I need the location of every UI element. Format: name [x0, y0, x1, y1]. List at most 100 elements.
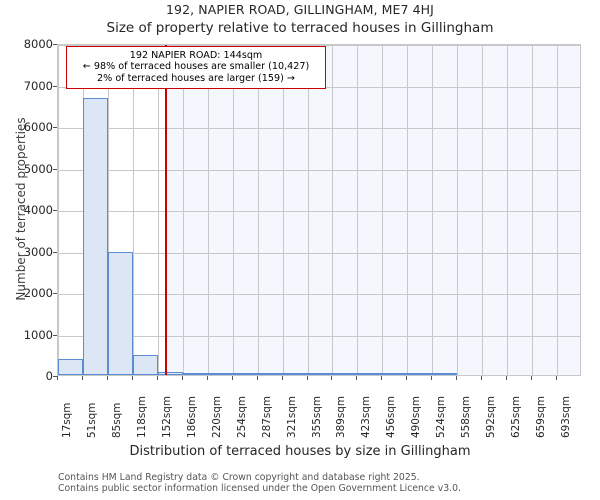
- y-axis-title: Number of terraced properties: [14, 117, 28, 301]
- y-axis-tick-mark: [53, 251, 57, 253]
- x-axis-tick-mark: [231, 376, 233, 380]
- y-axis-tick-label: 8000: [23, 37, 53, 51]
- x-axis-tick-mark: [256, 376, 258, 380]
- x-axis-tick-mark: [556, 376, 558, 380]
- x-axis-tick-mark: [531, 376, 533, 380]
- x-axis-tick-mark: [481, 376, 483, 380]
- x-axis-tick-label: 321sqm: [285, 396, 298, 438]
- x-axis-tick-label: 693sqm: [560, 396, 573, 438]
- histogram-bar: [82, 98, 108, 375]
- x-axis-tick-label: 85sqm: [110, 402, 123, 438]
- x-axis-tick-label: 625sqm: [510, 396, 523, 438]
- y-axis-tick-label: 0: [45, 369, 53, 383]
- histogram-bar: [407, 373, 433, 375]
- gridline-vertical: [357, 45, 359, 375]
- x-axis-tick-mark: [131, 376, 133, 380]
- y-axis-tick-mark: [53, 210, 57, 211]
- larger-properties-shading: [164, 45, 580, 375]
- y-axis-tick-mark: [53, 334, 57, 336]
- histogram-bar: [307, 373, 333, 375]
- gridline-vertical: [332, 45, 334, 375]
- x-axis-tick-mark: [306, 376, 308, 380]
- histogram-bar: [58, 359, 83, 375]
- histogram-bar: [207, 373, 233, 375]
- histogram-bar: [132, 355, 158, 375]
- gridline-horizontal: [58, 294, 580, 295]
- gridline-vertical: [182, 45, 184, 375]
- annotation-line-1: 192 NAPIER ROAD: 144sqm: [129, 50, 263, 61]
- histogram-bar: [107, 251, 133, 375]
- x-axis-tick-mark: [456, 376, 458, 380]
- gridline-vertical: [257, 45, 259, 375]
- y-axis-tick-label: 2000: [23, 286, 53, 300]
- x-axis-tick-mark: [356, 376, 358, 380]
- gridline-vertical: [207, 45, 209, 375]
- y-axis-tick-mark: [53, 85, 57, 87]
- x-axis-tick-label: 592sqm: [485, 396, 498, 438]
- gridline-vertical: [58, 45, 59, 375]
- x-axis-tick-label: 490sqm: [410, 396, 423, 438]
- gridline-vertical: [432, 45, 434, 375]
- gridline-horizontal: [58, 252, 580, 254]
- histogram-bar: [332, 373, 358, 375]
- gridline-vertical: [482, 45, 484, 375]
- y-axis-ticks: 0 1000 2000 3000 4000 5000 6000 7000 8000: [0, 0, 53, 500]
- x-axis-tick-label: 287sqm: [260, 396, 273, 438]
- x-axis-tick-label: 423sqm: [360, 396, 373, 438]
- x-axis-tick-label: 152sqm: [160, 396, 173, 438]
- gridline-horizontal: [58, 169, 580, 171]
- x-axis-tick-label: 524sqm: [435, 396, 448, 438]
- x-axis-tick-mark: [156, 376, 158, 380]
- x-axis-tick-label: 118sqm: [135, 396, 148, 438]
- x-axis-tick-label: 558sqm: [460, 396, 473, 438]
- histogram-bar: [232, 373, 258, 375]
- x-axis-title: Distribution of terraced houses by size …: [129, 444, 471, 459]
- x-axis-tick-mark: [381, 376, 383, 380]
- x-axis-tick-mark: [57, 376, 58, 380]
- gridline-vertical: [407, 45, 409, 375]
- histogram-bar: [357, 373, 383, 375]
- property-marker-line: [164, 45, 167, 375]
- x-axis-tick-mark: [431, 376, 433, 380]
- x-axis-tick-mark: [106, 376, 108, 380]
- x-axis-tick-mark: [331, 376, 333, 380]
- y-axis-tick-label: 4000: [23, 203, 53, 217]
- gridline-vertical: [232, 45, 234, 375]
- gridline-horizontal: [58, 128, 580, 129]
- gridline-horizontal: [58, 45, 580, 46]
- y-axis-tick-label: 7000: [23, 78, 53, 93]
- histogram-bar: [157, 371, 183, 375]
- histogram-bar: [282, 373, 308, 375]
- y-axis-tick-mark: [53, 293, 57, 294]
- gridline-vertical: [107, 45, 109, 375]
- x-axis-tick-mark: [406, 376, 408, 380]
- page-title: 192, NAPIER ROAD, GILLINGHAM, ME7 4HJ: [166, 2, 434, 17]
- x-axis-tick-label: 17sqm: [61, 402, 73, 438]
- x-axis-tick-mark: [81, 376, 83, 380]
- histogram-bar: [432, 373, 458, 375]
- gridline-vertical: [157, 45, 159, 375]
- x-axis-tick-label: 389sqm: [335, 396, 348, 438]
- annotation-line-2: ← 98% of terraced houses are smaller (10…: [82, 61, 310, 73]
- x-axis-tick-label: 51sqm: [85, 402, 98, 438]
- y-axis-tick-label: 3000: [23, 244, 53, 259]
- x-axis-ticks: 17sqm 51sqm 85sqm 118sqm 152sqm 186sqm 220sqm 2…: [0, 380, 600, 440]
- x-axis-tick-mark: [206, 376, 208, 380]
- gridline-vertical: [132, 45, 134, 375]
- gridline-vertical: [532, 45, 534, 375]
- x-axis-tick-label: 186sqm: [185, 396, 198, 438]
- x-axis-tick-mark: [181, 376, 183, 380]
- x-axis-tick-label: 220sqm: [210, 396, 223, 438]
- y-axis-tick-mark: [53, 168, 57, 170]
- x-axis-tick-label: 456sqm: [385, 396, 398, 438]
- chart-subtitle: Size of property relative to terraced ho…: [106, 20, 494, 36]
- y-axis-tick-label: 6000: [23, 120, 53, 134]
- x-axis-tick-label: 254sqm: [235, 396, 248, 438]
- y-axis-tick-mark: [53, 44, 57, 45]
- gridline-vertical: [557, 45, 559, 375]
- y-axis-tick-mark: [53, 376, 57, 377]
- footer-line-1: Contains HM Land Registry data © Crown c…: [58, 472, 420, 483]
- y-axis-tick-label: 5000: [23, 161, 53, 176]
- plot-area: [57, 44, 581, 376]
